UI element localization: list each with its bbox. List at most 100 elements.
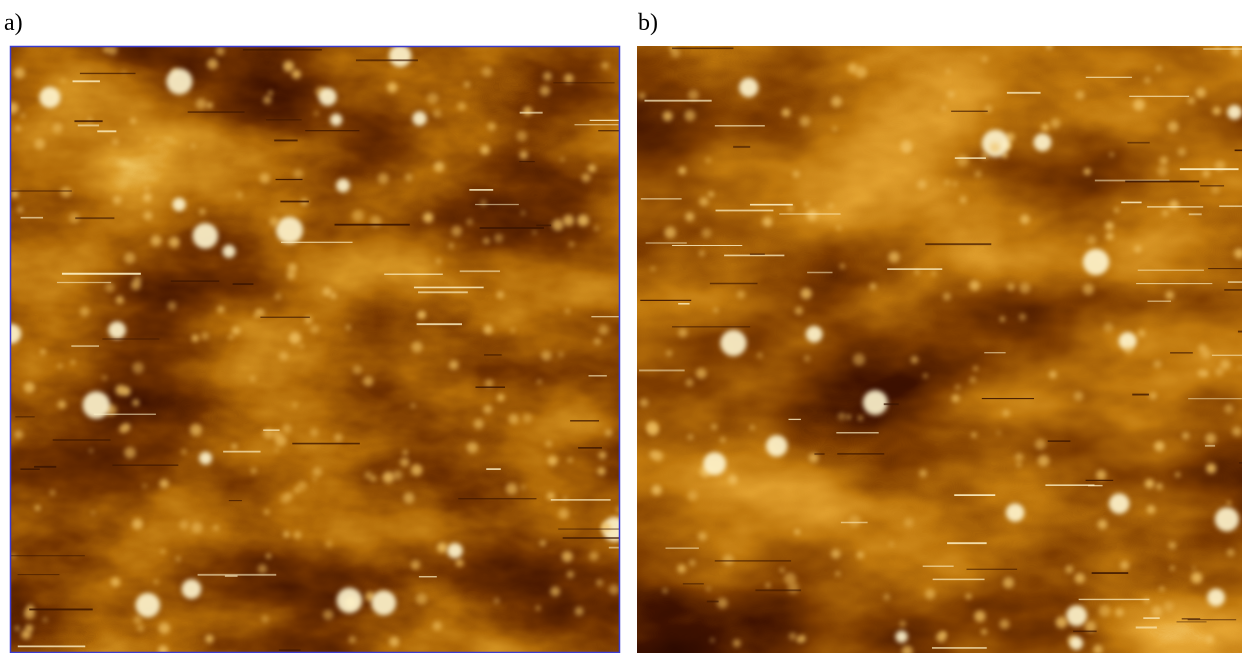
grain [318, 87, 337, 106]
grain [1151, 606, 1163, 617]
grain [257, 309, 265, 317]
grain [546, 491, 556, 501]
grain [1230, 46, 1241, 56]
grain [1073, 391, 1084, 401]
grain [597, 467, 606, 476]
grain [1155, 65, 1162, 72]
grain [1214, 507, 1240, 532]
grain [541, 350, 552, 361]
grain [765, 435, 788, 457]
grain [1169, 199, 1179, 210]
grain [497, 393, 505, 402]
grain [352, 365, 362, 375]
grain [264, 509, 270, 515]
grain [577, 214, 590, 227]
grain [121, 70, 127, 75]
grain [142, 193, 152, 202]
panel-label: a) [4, 10, 23, 36]
grain [447, 542, 463, 559]
grain [687, 490, 698, 501]
grain [112, 138, 119, 146]
grain [333, 433, 343, 443]
grain [309, 428, 319, 437]
grain [1066, 605, 1088, 627]
grain [312, 466, 323, 477]
grain [1115, 608, 1124, 617]
grain [57, 363, 63, 369]
grain [923, 373, 928, 378]
grain [190, 143, 196, 148]
grain [14, 429, 24, 439]
grain [314, 111, 319, 116]
grain [1146, 504, 1156, 515]
grain [481, 66, 493, 77]
grain [466, 441, 479, 454]
grain [732, 639, 741, 648]
grain [484, 379, 494, 388]
grain [959, 196, 967, 204]
grain [1114, 207, 1120, 213]
grain [23, 381, 35, 394]
grain [415, 593, 428, 605]
grain [1016, 462, 1022, 467]
grain [1159, 156, 1169, 165]
grain [52, 122, 63, 134]
grain [263, 95, 272, 104]
grain [1041, 123, 1049, 132]
grain [432, 109, 442, 118]
grain [832, 126, 838, 132]
grain [483, 237, 490, 245]
grain [199, 451, 213, 465]
grain [836, 225, 842, 231]
grain [1124, 345, 1134, 355]
grain [142, 483, 147, 489]
grain [222, 244, 236, 258]
grain [564, 73, 574, 84]
grain [143, 185, 150, 192]
grain [800, 288, 812, 300]
grain [181, 579, 202, 599]
grain [837, 412, 846, 421]
grain [940, 631, 947, 638]
grain [567, 457, 573, 463]
grain [737, 290, 745, 299]
grain [598, 451, 607, 460]
grain [1167, 121, 1179, 133]
grain [840, 263, 845, 269]
grain [110, 577, 121, 587]
grain [941, 105, 947, 111]
grain [545, 440, 553, 448]
grain [989, 142, 1000, 153]
grain [1168, 541, 1177, 550]
grain [131, 518, 143, 530]
grain [688, 559, 696, 567]
grain [101, 375, 108, 381]
grain [835, 571, 841, 577]
grain [713, 307, 719, 313]
grain [1210, 185, 1220, 195]
grain [1205, 635, 1214, 644]
grain [1103, 322, 1114, 333]
grain [330, 292, 337, 300]
grain [1154, 441, 1165, 452]
grain [282, 423, 292, 434]
grain [323, 609, 334, 621]
grain [1206, 463, 1217, 474]
grain [261, 615, 269, 623]
grain [143, 211, 153, 221]
grain [956, 154, 969, 167]
afm-image [10, 46, 620, 653]
grain [965, 593, 972, 600]
grain [535, 605, 541, 611]
grain [678, 328, 688, 338]
grain [253, 313, 259, 319]
grain [15, 125, 21, 132]
grain [539, 85, 551, 96]
grain [217, 305, 225, 314]
grain [410, 464, 423, 476]
grain [387, 82, 398, 93]
grain [808, 452, 819, 463]
grain [115, 384, 126, 396]
grain [274, 447, 279, 453]
